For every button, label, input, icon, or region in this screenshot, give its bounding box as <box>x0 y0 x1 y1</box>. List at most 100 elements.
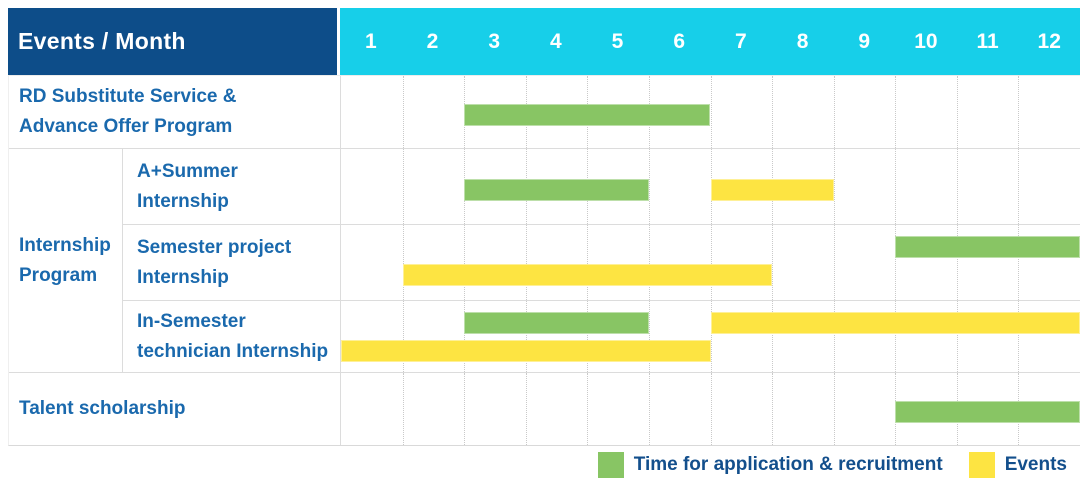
month-gridline <box>956 301 958 372</box>
month-gridline <box>833 225 835 300</box>
month-gridline <box>710 301 712 372</box>
month-gridline <box>1018 149 1020 224</box>
month-header-9: 9 <box>858 29 871 53</box>
legend-item-events: Events <box>968 452 1067 478</box>
table-row-semester-project: Semester project Internship <box>123 224 1080 300</box>
table-row-a-plus-summer: A+Summer Internship <box>123 149 1080 224</box>
gantt-bar-recruitment <box>895 236 1080 258</box>
legend-label-recruitment: Time for application & recruitment <box>633 454 943 475</box>
group-label-internship-program: Internship Program <box>9 149 123 372</box>
row-label-line: Internship <box>137 266 229 288</box>
month-gridline <box>895 225 897 300</box>
row-label-line: technician Internship <box>137 340 329 362</box>
month-header-1: 1 <box>364 29 377 53</box>
month-gridline <box>772 373 774 445</box>
gantt-bar-recruitment <box>464 312 649 334</box>
green-swatch-icon <box>597 452 624 478</box>
table-header-row: Events / Month 1 2 3 4 5 6 7 8 9 10 11 1… <box>8 8 1080 75</box>
legend-label-events: Events <box>1004 454 1067 475</box>
month-gridline <box>402 149 404 224</box>
month-header-2: 2 <box>426 29 439 53</box>
row-label-rd-substitute: RD Substitute Service & Advance Offer Pr… <box>9 76 341 148</box>
row-label-semester-project: Semester project Internship <box>123 225 341 300</box>
month-gridline <box>833 373 835 445</box>
month-gridline <box>710 225 712 300</box>
timeline-talent-scholarship <box>341 373 1080 445</box>
month-gridline <box>402 301 404 372</box>
month-gridline <box>648 225 650 300</box>
month-gridline <box>956 149 958 224</box>
timeline-semester-project <box>341 225 1080 300</box>
month-header-8: 8 <box>796 29 809 53</box>
month-gridline <box>587 301 589 372</box>
month-header-11: 11 <box>976 29 999 53</box>
month-header-10: 10 <box>914 29 938 53</box>
month-gridline <box>525 373 527 445</box>
month-header-7: 7 <box>735 29 747 53</box>
month-gridline <box>772 301 774 372</box>
month-gridline <box>525 301 527 372</box>
group-label-line: Internship <box>19 234 111 256</box>
month-gridline <box>710 373 712 445</box>
group-label-line: Program <box>19 264 98 286</box>
month-gridline <box>464 373 466 445</box>
month-gridline <box>833 301 835 372</box>
month-gridline <box>1018 76 1020 148</box>
gantt-bar-recruitment <box>464 104 711 126</box>
gantt-bar-recruitment <box>464 178 649 201</box>
row-label-a-plus-summer: A+Summer Internship <box>123 149 341 224</box>
row-label-line: In-Semester <box>137 310 246 332</box>
month-gridline <box>648 301 650 372</box>
month-gridline <box>402 225 404 300</box>
table-title: Events / Month <box>18 28 186 54</box>
row-label-line: Semester project <box>137 236 292 258</box>
month-gridline <box>956 76 958 148</box>
legend: Time for application & recruitment Event… <box>0 452 1067 478</box>
internship-program-subrows: A+Summer Internship Semester project Int… <box>123 149 1080 372</box>
month-header-5: 5 <box>611 29 624 53</box>
month-gridline <box>402 76 404 148</box>
gantt-bar-recruitment <box>895 401 1080 423</box>
month-gridline <box>464 301 466 372</box>
legend-item-recruitment: Time for application & recruitment <box>597 452 943 478</box>
month-gridline <box>772 76 774 148</box>
month-gridline <box>1018 225 1020 300</box>
month-gridline <box>895 76 897 148</box>
month-gridline <box>956 225 958 300</box>
gantt-bar-event <box>402 264 773 286</box>
header-title-cell: Events / Month <box>8 8 340 75</box>
month-gridline <box>1018 301 1020 372</box>
table-row-rd-substitute: RD Substitute Service & Advance Offer Pr… <box>9 75 1080 148</box>
month-gridline <box>587 225 589 300</box>
month-gridline <box>895 301 897 372</box>
row-label-line: Internship <box>137 190 229 212</box>
month-gridline <box>710 76 712 148</box>
table-row-in-semester-technician: In-Semester technician Internship <box>123 300 1080 372</box>
table-row-talent-scholarship: Talent scholarship <box>9 372 1080 445</box>
gantt-body: RD Substitute Service & Advance Offer Pr… <box>8 75 1080 446</box>
month-header-strip: 1 2 3 4 5 6 7 8 9 10 11 12 <box>340 8 1080 75</box>
row-label-line: RD Substitute Service & <box>19 86 237 107</box>
timeline-rd-substitute <box>341 76 1080 148</box>
internship-program-group: Internship Program A+Summer Internship <box>9 148 1080 372</box>
month-gridline <box>525 225 527 300</box>
month-gridline <box>895 149 897 224</box>
month-header-4: 4 <box>550 29 562 53</box>
month-gridline <box>587 373 589 445</box>
month-gridline <box>648 373 650 445</box>
month-gridline <box>648 149 650 224</box>
month-gridline <box>833 149 835 224</box>
gantt-bar-event <box>341 340 711 362</box>
month-header-6: 6 <box>673 29 686 53</box>
month-header-12: 12 <box>1037 29 1061 53</box>
row-label-line: Advance Offer Program <box>19 116 233 137</box>
row-label-talent-scholarship: Talent scholarship <box>9 373 341 445</box>
month-header-3: 3 <box>488 29 501 53</box>
gantt-bar-event <box>710 312 1080 334</box>
events-month-table: Events / Month 1 2 3 4 5 6 7 8 9 10 11 1… <box>8 8 1080 446</box>
row-label-line: A+Summer <box>137 160 238 182</box>
timeline-in-semester-technician <box>341 301 1080 372</box>
row-label-in-semester-technician: In-Semester technician Internship <box>123 301 341 372</box>
month-gridline <box>833 76 835 148</box>
